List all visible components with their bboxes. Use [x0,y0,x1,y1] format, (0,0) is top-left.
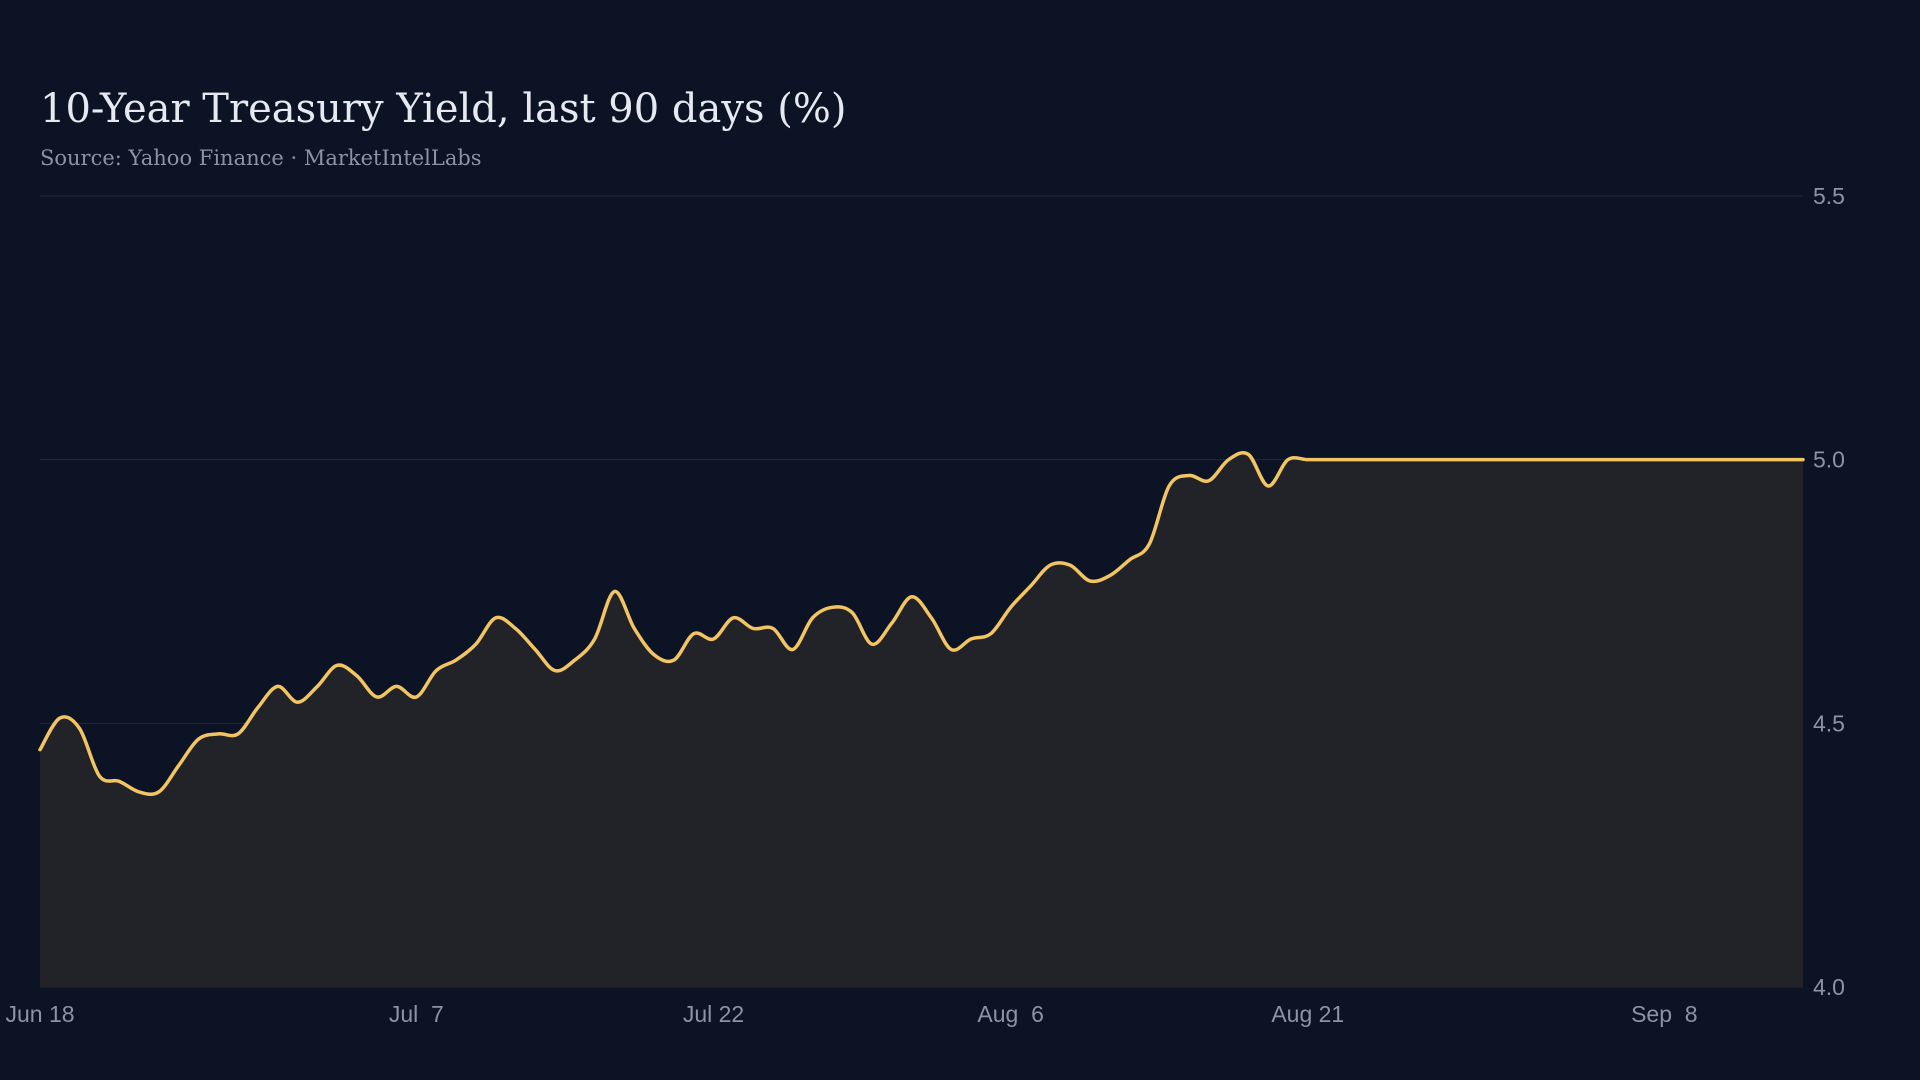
y-tick-label: 5.5 [1813,183,1845,209]
x-tick-label: Jun 18 [5,1001,74,1027]
area-fill-path [40,452,1803,987]
series-line [38,451,1805,797]
chart-title: 10-Year Treasury Yield, last 90 days (%) [40,86,847,132]
y-tick-label: 4.0 [1813,974,1845,1000]
y-axis-ticks: 4.0 4.5 5.0 5.5 [1813,183,1845,1000]
series-line-path [38,451,1805,797]
x-tick-label: Sep 8 [1631,1001,1698,1027]
chart-subtitle: Source: Yahoo Finance · MarketIntelLabs [40,146,482,170]
x-tick-label: Aug 21 [1271,1001,1344,1027]
x-axis-ticks: Jun 18 Jul 7 Jul 22 Aug 6 Aug 21 Sep 8 [5,1001,1697,1027]
x-tick-label: Jul 22 [683,1001,744,1027]
area-fill [40,452,1803,987]
x-tick-label: Jul 7 [389,1001,444,1027]
x-tick-label: Aug 6 [977,1001,1044,1027]
y-tick-label: 4.5 [1813,710,1845,736]
y-tick-label: 5.0 [1813,447,1845,473]
